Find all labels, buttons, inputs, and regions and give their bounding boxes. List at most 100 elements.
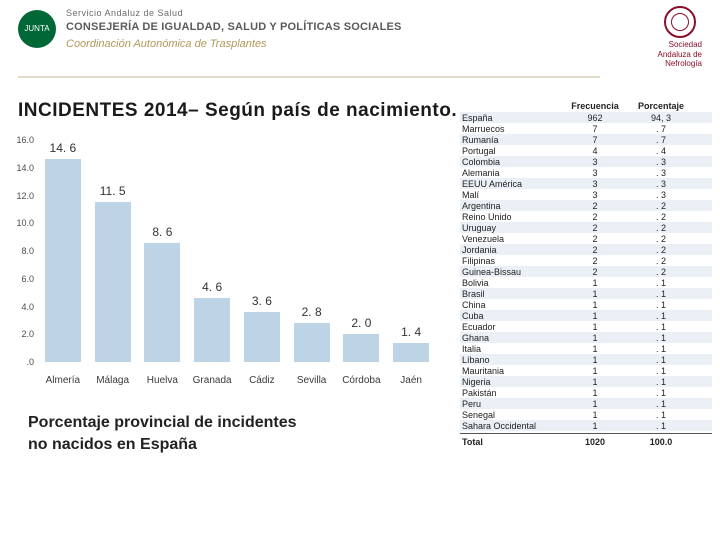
cell-name: Pakistán [460,387,562,398]
table-row: Marruecos7. 7 [460,123,712,134]
country-table: Frecuencia Porcentaje España96294, 3Marr… [460,100,712,447]
cell-name: Argentina [460,200,562,211]
header: JUNTA Servicio Andaluz de Salud CONSEJER… [18,8,702,50]
cell-freq: 7 [562,123,628,134]
cell-pct: . 1 [628,321,694,332]
y-tick: 10.0 [8,218,34,228]
table-row: Ecuador1. 1 [460,321,712,332]
table-row: Brasil1. 1 [460,288,712,299]
cell-name: Venezuela [460,233,562,244]
cell-freq: 2 [562,200,628,211]
y-tick: 2.0 [8,329,34,339]
cell-pct: . 1 [628,299,694,310]
sen-l2: Andaluza de [658,50,702,60]
cell-freq: 1 [562,332,628,343]
cell-pct: . 2 [628,222,694,233]
bar-value: 14. 6 [50,141,77,155]
cell-name: EEUU América [460,178,562,189]
cell-pct: . 1 [628,288,694,299]
cell-name: Ghana [460,332,562,343]
cell-pct: . 1 [628,310,694,321]
y-tick: 4.0 [8,302,34,312]
bar-wrap: 14. 6 [38,140,88,362]
bar [194,298,230,362]
cell-name: Italia [460,343,562,354]
bar-value: 4. 6 [202,280,222,294]
table-header: Frecuencia Porcentaje [460,100,712,112]
cell-pct: . 2 [628,200,694,211]
cell-pct: . 3 [628,167,694,178]
chart-subtitle: Porcentaje provincial de incidentes no n… [28,412,297,455]
cell-freq: 1 [562,398,628,409]
cell-freq: 3 [562,178,628,189]
cell-pct: . 1 [628,365,694,376]
cell-pct: . 7 [628,134,694,145]
x-label: Jaén [386,375,436,386]
x-label: Córdoba [337,375,387,386]
cell-freq: 1 [562,277,628,288]
cell-freq: 3 [562,156,628,167]
cell-pct: . 1 [628,420,694,431]
consejeria-label: CONSEJERÍA DE IGUALDAD, SALUD Y POLÍTICA… [66,21,402,33]
bar-wrap: 2. 8 [287,140,337,362]
bar-wrap: 4. 6 [187,140,237,362]
cell-freq: 3 [562,189,628,200]
table-row: Líbano1. 1 [460,354,712,365]
sas-label: Servicio Andaluz de Salud [66,8,402,18]
bar-wrap: 1. 4 [386,140,436,362]
table-row: Pakistán1. 1 [460,387,712,398]
table-row: Cuba1. 1 [460,310,712,321]
table-body: España96294, 3Marruecos7. 7Rumanía7. 7Po… [460,112,712,431]
col-pct: Porcentaje [628,100,694,112]
table-row: Alemania3. 3 [460,167,712,178]
cell-freq: 1 [562,420,628,431]
bar-value: 3. 6 [252,294,272,308]
table-row: Uruguay2. 2 [460,222,712,233]
cell-freq: 1 [562,288,628,299]
table-row: Argentina2. 2 [460,200,712,211]
table-row: Venezuela2. 2 [460,233,712,244]
table-row: España96294, 3 [460,112,712,123]
cell-freq: 1 [562,310,628,321]
bar [393,343,429,362]
sen-ring-icon [664,6,696,38]
cell-name: Ecuador [460,321,562,332]
cell-freq: 7 [562,134,628,145]
y-tick: .0 [8,357,34,367]
bar-wrap: 8. 6 [138,140,188,362]
cell-freq: 1 [562,409,628,420]
page-title: INCIDENTES 2014– Según país de nacimient… [18,100,457,122]
cell-pct: . 1 [628,277,694,288]
table-row: Portugal4. 4 [460,145,712,156]
table-row: Rumanía7. 7 [460,134,712,145]
x-label: Sevilla [287,375,337,386]
cell-name: Uruguay [460,222,562,233]
cell-pct: . 1 [628,376,694,387]
total-freq: 1020 [562,436,628,447]
cell-name: Líbano [460,354,562,365]
table-row: Reino Unido2. 2 [460,211,712,222]
y-tick: 14.0 [8,163,34,173]
y-tick: 12.0 [8,191,34,201]
bar-wrap: 3. 6 [237,140,287,362]
bar [45,159,81,362]
y-tick: 6.0 [8,274,34,284]
bar [95,202,131,362]
table-row: Filipinas2. 2 [460,255,712,266]
coord-label: Coordinación Autonómica de Trasplantes [66,38,402,50]
total-pct: 100.0 [628,436,694,447]
x-label: Huelva [138,375,188,386]
cell-pct: . 2 [628,233,694,244]
cell-freq: 962 [562,112,628,123]
cell-freq: 2 [562,233,628,244]
cell-name: Reino Unido [460,211,562,222]
cell-freq: 1 [562,299,628,310]
bar-chart: 14. 611. 58. 64. 63. 62. 82. 01. 4 Almer… [8,140,438,390]
chart-x-labels: AlmeríaMálagaHuelvaGranadaCádizSevillaCó… [38,375,436,386]
cell-freq: 1 [562,365,628,376]
cell-pct: . 2 [628,244,694,255]
cell-name: Brasil [460,288,562,299]
cell-name: Rumanía [460,134,562,145]
header-separator [18,76,600,78]
cell-name: Mauritania [460,365,562,376]
